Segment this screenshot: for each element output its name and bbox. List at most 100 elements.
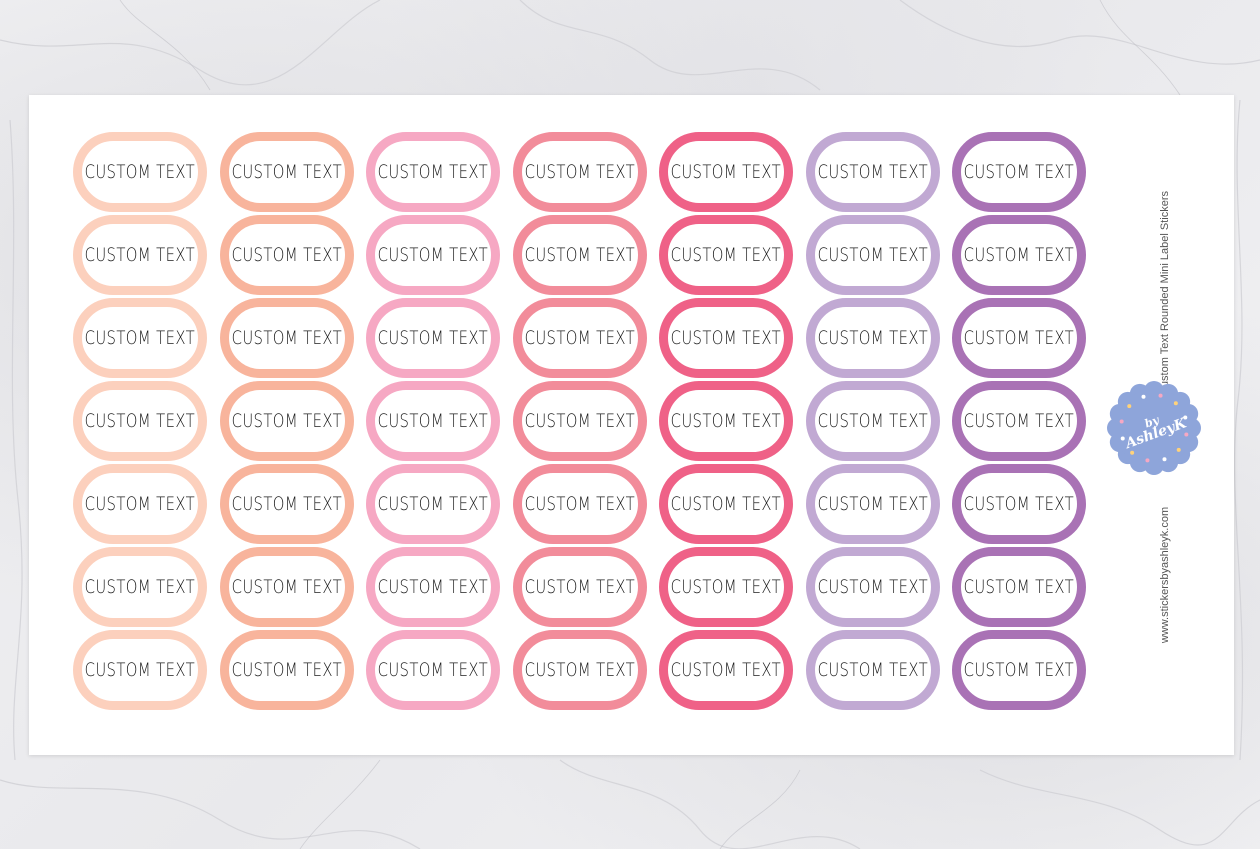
sticker-label[interactable]: CUSTOM TEXT (73, 132, 207, 212)
sticker-label[interactable]: CUSTOM TEXT (73, 464, 207, 544)
sticker-label[interactable]: CUSTOM TEXT (219, 547, 354, 627)
sticker-label-text: CUSTOM TEXT (524, 576, 635, 598)
sticker-label-text: CUSTOM TEXT (84, 493, 196, 515)
sticker-label[interactable]: CUSTOM TEXT (952, 215, 1086, 295)
sticker-label[interactable]: CUSTOM TEXT (512, 215, 647, 295)
sticker-label-text: CUSTOM TEXT (963, 161, 1075, 183)
sticker-label[interactable]: CUSTOM TEXT (805, 132, 940, 212)
sticker-label-text: CUSTOM TEXT (817, 410, 928, 432)
sticker-label-text: CUSTOM TEXT (670, 659, 782, 681)
label-grid: CUSTOM TEXT CUSTOM TEXT CUSTOM TEXT CUSTOM … (73, 132, 1086, 713)
sticker-label[interactable]: CUSTOM TEXT (952, 630, 1086, 710)
sticker-label[interactable]: CUSTOM TEXT (952, 132, 1086, 212)
sticker-label-text: CUSTOM TEXT (817, 244, 928, 266)
sticker-label-text: CUSTOM TEXT (524, 327, 635, 349)
sticker-label-text: CUSTOM TEXT (670, 410, 782, 432)
sticker-label-text: CUSTOM TEXT (84, 659, 196, 681)
sticker-label-text: CUSTOM TEXT (377, 161, 489, 183)
sticker-label[interactable]: CUSTOM TEXT (659, 132, 793, 212)
sticker-label-text: CUSTOM TEXT (963, 659, 1075, 681)
sticker-label[interactable]: CUSTOM TEXT (952, 381, 1086, 461)
sticker-label-text: CUSTOM TEXT (670, 327, 782, 349)
sticker-label[interactable]: CUSTOM TEXT (366, 132, 500, 212)
sticker-label-text: CUSTOM TEXT (231, 659, 342, 681)
sticker-label-text: CUSTOM TEXT (84, 576, 196, 598)
sticker-label-text: CUSTOM TEXT (231, 576, 342, 598)
sticker-label-text: CUSTOM TEXT (377, 327, 489, 349)
sticker-label-text: CUSTOM TEXT (377, 659, 489, 681)
sticker-label[interactable]: CUSTOM TEXT (952, 464, 1086, 544)
sticker-label-text: CUSTOM TEXT (963, 327, 1075, 349)
sticker-label[interactable]: CUSTOM TEXT (219, 132, 354, 212)
sticker-label[interactable]: CUSTOM TEXT (805, 547, 940, 627)
sticker-label[interactable]: CUSTOM TEXT (512, 464, 647, 544)
sticker-label[interactable]: CUSTOM TEXT (512, 547, 647, 627)
sticker-label-text: CUSTOM TEXT (377, 244, 489, 266)
sticker-label[interactable]: CUSTOM TEXT (659, 630, 793, 710)
sticker-label[interactable]: CUSTOM TEXT (659, 464, 793, 544)
sticker-label[interactable]: CUSTOM TEXT (659, 547, 793, 627)
sticker-label-text: CUSTOM TEXT (524, 493, 635, 515)
side-url-text: www.stickersbyashleyk.com (1159, 506, 1171, 644)
sticker-label-text: CUSTOM TEXT (670, 244, 782, 266)
sticker-sheet: CUSTOM TEXT CUSTOM TEXT CUSTOM TEXT CUSTOM … (29, 95, 1234, 755)
sticker-label[interactable]: CUSTOM TEXT (805, 381, 940, 461)
sticker-label[interactable]: CUSTOM TEXT (73, 381, 207, 461)
sticker-label[interactable]: CUSTOM TEXT (952, 298, 1086, 378)
sticker-label-text: CUSTOM TEXT (670, 493, 782, 515)
sticker-label-text: CUSTOM TEXT (670, 161, 782, 183)
sticker-label-text: CUSTOM TEXT (377, 410, 489, 432)
sticker-label-text: CUSTOM TEXT (524, 659, 635, 681)
sticker-label[interactable]: CUSTOM TEXT (366, 215, 500, 295)
sticker-label-text: CUSTOM TEXT (377, 493, 489, 515)
sticker-label-text: CUSTOM TEXT (84, 161, 196, 183)
sticker-label-text: CUSTOM TEXT (231, 410, 342, 432)
sticker-label-text: CUSTOM TEXT (524, 244, 635, 266)
sticker-label-text: CUSTOM TEXT (817, 659, 928, 681)
sticker-label[interactable]: CUSTOM TEXT (952, 547, 1086, 627)
sticker-label-text: CUSTOM TEXT (963, 493, 1075, 515)
sticker-label-text: CUSTOM TEXT (817, 493, 928, 515)
sticker-label[interactable]: CUSTOM TEXT (366, 381, 500, 461)
sticker-label-text: CUSTOM TEXT (231, 161, 342, 183)
sticker-label-text: CUSTOM TEXT (963, 410, 1075, 432)
sticker-label[interactable]: CUSTOM TEXT (73, 215, 207, 295)
sticker-label[interactable]: CUSTOM TEXT (659, 215, 793, 295)
sticker-label[interactable]: CUSTOM TEXT (512, 630, 647, 710)
sticker-label[interactable]: CUSTOM TEXT (219, 298, 354, 378)
side-url: www.stickersbyashleyk.com (1157, 425, 1171, 725)
sticker-label-text: CUSTOM TEXT (84, 244, 196, 266)
sticker-label[interactable]: CUSTOM TEXT (366, 464, 500, 544)
sticker-label[interactable]: CUSTOM TEXT (219, 381, 354, 461)
sticker-label[interactable]: CUSTOM TEXT (805, 215, 940, 295)
sticker-label-text: CUSTOM TEXT (817, 161, 928, 183)
sticker-label[interactable]: CUSTOM TEXT (366, 630, 500, 710)
sticker-label[interactable]: CUSTOM TEXT (805, 298, 940, 378)
sticker-label-text: CUSTOM TEXT (524, 410, 635, 432)
brand-badge: by AshleyK (1107, 381, 1201, 475)
sticker-label-text: CUSTOM TEXT (84, 410, 196, 432)
sticker-label[interactable]: CUSTOM TEXT (659, 381, 793, 461)
sticker-label-text: CUSTOM TEXT (963, 244, 1075, 266)
sticker-label-text: CUSTOM TEXT (524, 161, 635, 183)
sticker-label[interactable]: CUSTOM TEXT (73, 630, 207, 710)
sticker-label[interactable]: CUSTOM TEXT (512, 132, 647, 212)
sticker-label[interactable]: CUSTOM TEXT (366, 298, 500, 378)
sticker-label[interactable]: CUSTOM TEXT (73, 298, 207, 378)
sticker-label-text: CUSTOM TEXT (817, 576, 928, 598)
sticker-label[interactable]: CUSTOM TEXT (73, 547, 207, 627)
sticker-label[interactable]: CUSTOM TEXT (805, 630, 940, 710)
sticker-label-text: CUSTOM TEXT (231, 493, 342, 515)
sticker-label-text: CUSTOM TEXT (231, 244, 342, 266)
sticker-label[interactable]: CUSTOM TEXT (219, 215, 354, 295)
sticker-label[interactable]: CUSTOM TEXT (805, 464, 940, 544)
sticker-label-text: CUSTOM TEXT (231, 327, 342, 349)
sticker-label[interactable]: CUSTOM TEXT (219, 464, 354, 544)
sticker-label[interactable]: CUSTOM TEXT (659, 298, 793, 378)
sticker-label[interactable]: CUSTOM TEXT (512, 381, 647, 461)
sticker-label[interactable]: CUSTOM TEXT (219, 630, 354, 710)
sticker-label-text: CUSTOM TEXT (963, 576, 1075, 598)
sticker-label[interactable]: CUSTOM TEXT (366, 547, 500, 627)
sticker-label[interactable]: CUSTOM TEXT (512, 298, 647, 378)
